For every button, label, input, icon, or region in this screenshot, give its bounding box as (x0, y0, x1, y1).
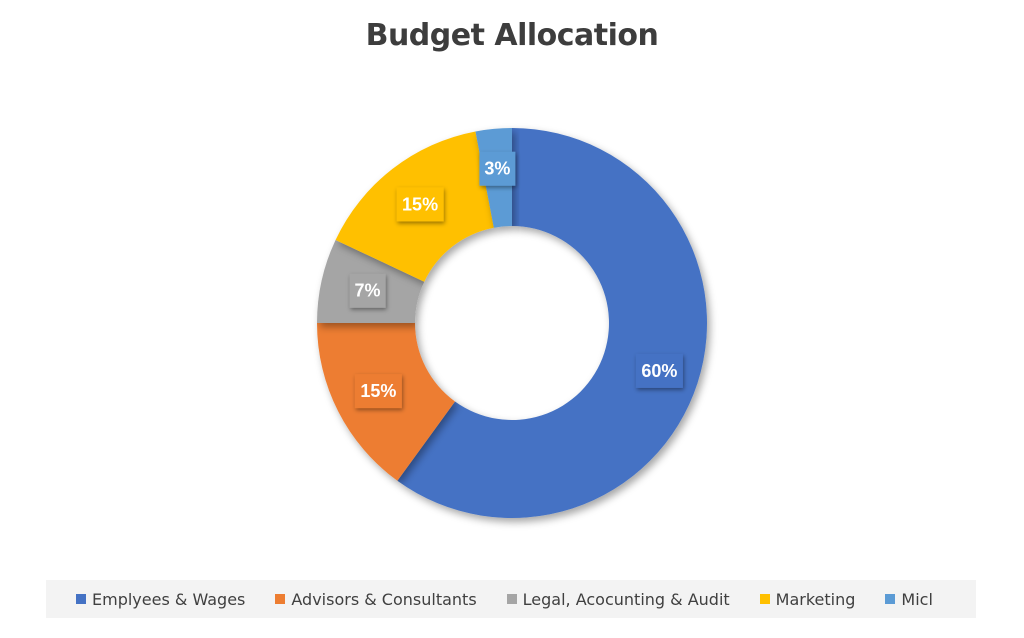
legend-label-2: Legal, Acocunting & Audit (522, 589, 730, 609)
data-label-text-3: 15% (402, 194, 438, 214)
legend-swatch-4 (885, 594, 896, 604)
legend-item-1: Advisors & Consultants (275, 589, 477, 609)
data-label-box-3 (396, 187, 444, 222)
donut-chart: 60% 15% 7% 15% 3% (317, 128, 707, 518)
data-labels: 60% 15% 7% 15% 3% (349, 151, 683, 409)
legend-label-1: Advisors & Consultants (291, 589, 477, 609)
chart-title: Budget Allocation (365, 18, 659, 53)
data-label-text-1: 15% (360, 381, 396, 401)
legend-swatch-1 (275, 594, 286, 604)
data-label-box-4 (479, 151, 516, 186)
legend-item-4: Micl (885, 590, 933, 609)
data-label-box-1 (354, 374, 402, 409)
legend-swatch-3 (759, 594, 770, 604)
legend: Emplyees & Wages Advisors & Consultants Le… (46, 580, 976, 618)
data-label-text-4: 3% (484, 159, 510, 179)
slice-0 (397, 128, 707, 518)
legend-swatch-0 (76, 594, 86, 604)
data-label-0: 60% (635, 353, 683, 388)
data-label-text-2: 7% (355, 281, 381, 301)
legend-item-0: Emplyees & Wages (76, 590, 245, 609)
legend-label-4: Micl (901, 589, 933, 609)
data-label-3: 15% (396, 187, 444, 222)
legend-swatch-2 (506, 594, 517, 604)
legend-label-0: Emplyees & Wages (92, 589, 246, 609)
data-label-1: 15% (354, 374, 402, 409)
donut-slices (317, 128, 707, 518)
legend-item-3: Marketing (759, 589, 856, 609)
data-label-2: 7% (349, 273, 386, 308)
data-label-4: 3% (479, 151, 516, 186)
data-label-box-0 (635, 353, 683, 388)
data-label-box-2 (349, 273, 386, 308)
legend-item-2: Legal, Acocunting & Audit (506, 589, 730, 609)
legend-label-3: Marketing (775, 589, 856, 609)
data-label-text-0: 60% (641, 361, 677, 381)
